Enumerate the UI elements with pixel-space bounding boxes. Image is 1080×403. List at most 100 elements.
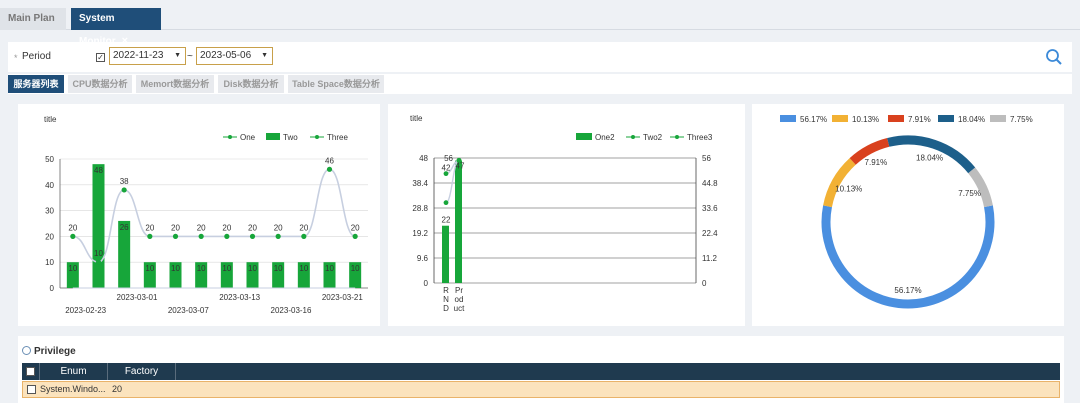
tab-system-monitor[interactable]: System Monitor × xyxy=(71,8,161,47)
point-three xyxy=(224,233,230,239)
donut-slice xyxy=(821,205,995,309)
data-label-two: 10 xyxy=(145,264,154,273)
required-mark: * xyxy=(14,53,18,63)
y-tick-label-left: 0 xyxy=(424,279,429,288)
legend-label: 7.91% xyxy=(908,115,931,124)
close-icon[interactable]: × xyxy=(121,35,129,47)
x-tick-label: uct xyxy=(454,304,465,313)
bar-two xyxy=(169,262,182,288)
y-tick-label-left: 38.4 xyxy=(412,179,428,188)
privilege-grid-header: Enum Factory xyxy=(22,363,1060,380)
subtab-memory[interactable]: Memort数据分析 xyxy=(136,75,214,93)
subtab-table-space[interactable]: Table Space数据分析 xyxy=(288,75,384,93)
data-label-two: 10 xyxy=(299,264,308,273)
legend-label-three: Three xyxy=(327,133,348,142)
combo-chart-2: title One2 Two2 Three3 0 9.6 19.2 28.8 38.4 48 0 11… xyxy=(410,114,718,313)
point-three xyxy=(352,233,358,239)
table-row[interactable]: System.Windo... 20 xyxy=(22,381,1060,398)
tab-main-plan[interactable]: Main Plan xyxy=(0,8,66,30)
data-label-two: 10 xyxy=(274,264,283,273)
y-tick-label: 30 xyxy=(45,207,54,216)
data-label-two: 10 xyxy=(197,264,206,273)
data-label-three: 46 xyxy=(325,156,334,165)
legend-label-two2: Two2 xyxy=(643,133,663,142)
chart-title: title xyxy=(410,114,423,123)
bar-two xyxy=(272,262,285,288)
legend-label-one: One xyxy=(240,133,256,142)
series-line-three xyxy=(72,168,356,264)
point-three xyxy=(70,233,76,239)
legend-swatch xyxy=(832,115,848,122)
y-tick-label: 20 xyxy=(45,232,54,241)
search-icon[interactable] xyxy=(1045,48,1063,66)
y-tick-label-left: 48 xyxy=(419,154,428,163)
end-date-select[interactable]: 2023-05-06 ▼ xyxy=(196,47,273,65)
chevron-down-icon: ▼ xyxy=(261,52,268,59)
subtab-cpu[interactable]: CPU数据分析 xyxy=(68,75,132,93)
end-date-value: 2023-05-06 xyxy=(200,50,252,61)
donut-slice xyxy=(823,158,856,208)
y-tick-label: 40 xyxy=(45,181,54,190)
data-label-three: 20 xyxy=(68,223,77,232)
column-header-factory[interactable]: Factory xyxy=(108,363,176,380)
point-three xyxy=(249,233,256,239)
x-tick-label: od xyxy=(455,295,464,304)
row-checkbox[interactable] xyxy=(27,385,36,394)
data-label-two: 26 xyxy=(120,223,129,232)
tab-system-monitor-label: System Monitor xyxy=(79,13,116,47)
cell-factory: 20 xyxy=(112,384,123,394)
point-three xyxy=(198,233,204,239)
legend-swatch xyxy=(990,115,1006,122)
data-label-three: 20 xyxy=(222,223,231,232)
y-tick-label: 50 xyxy=(45,155,54,164)
legend-swatch xyxy=(938,115,954,122)
period-label: Period xyxy=(22,51,51,62)
bar-two xyxy=(118,220,131,288)
legend-marker-three xyxy=(315,135,319,139)
legend-swatch xyxy=(888,115,904,122)
data-label-three: 20 xyxy=(197,223,206,232)
chart-panel-2: title One2 Two2 Three3 0 9.6 19.2 28.8 38.4 48 0 11… xyxy=(388,104,745,326)
data-label-two: 48 xyxy=(94,166,103,175)
subtab-disk[interactable]: Disk数据分析 xyxy=(218,75,284,93)
data-label-three: 10 xyxy=(94,249,103,258)
legend-swatch-one2 xyxy=(576,133,592,140)
slice-label: 56.17% xyxy=(894,286,921,295)
analysis-tabs: 服务器列表 CPU数据分析 Memort数据分析 Disk数据分析 Table … xyxy=(8,74,1072,94)
select-all-checkbox[interactable] xyxy=(26,367,35,376)
point-three xyxy=(121,187,127,193)
bar-two xyxy=(220,262,233,288)
legend-label: 56.17% xyxy=(800,115,827,124)
legend-label: 18.04% xyxy=(958,115,985,124)
donut-slice xyxy=(849,138,890,165)
bar-two xyxy=(246,262,259,288)
period-checkbox[interactable]: ✓ xyxy=(96,53,105,62)
bar-two xyxy=(195,262,208,288)
x-tick-label: 2023-02-23 xyxy=(65,306,106,315)
column-header-enum[interactable]: Enum xyxy=(40,363,108,380)
privilege-section: Privilege Enum Factory System.Windo... 2… xyxy=(18,336,1064,403)
bar-two xyxy=(92,164,105,288)
data-label-two: 10 xyxy=(248,264,257,273)
bar-one2 xyxy=(455,160,462,283)
donut-slice xyxy=(887,135,976,174)
bar-two xyxy=(297,262,310,288)
slice-label: 7.91% xyxy=(865,158,888,167)
slice-label: 18.04% xyxy=(916,154,943,163)
donut-slice xyxy=(968,167,993,208)
legend-swatch-two xyxy=(266,133,280,140)
legend-label-one2: One2 xyxy=(595,133,615,142)
point-three xyxy=(301,233,307,239)
legend-label: 10.13% xyxy=(852,115,879,124)
start-date-select[interactable]: 2022-11-23 ▼ xyxy=(109,47,186,65)
bar-one2 xyxy=(442,225,449,283)
y-tick-label-left: 19.2 xyxy=(412,229,428,238)
bar-two xyxy=(323,262,336,288)
data-label-three: 20 xyxy=(248,223,257,232)
cell-enum: System.Windo... xyxy=(40,384,106,394)
start-date-value: 2022-11-23 xyxy=(113,50,164,61)
y-tick-label-right: 11.2 xyxy=(702,254,718,263)
top-tab-bar: Main Plan System Monitor × xyxy=(0,0,1080,47)
subtab-server-list[interactable]: 服务器列表 xyxy=(8,75,64,93)
